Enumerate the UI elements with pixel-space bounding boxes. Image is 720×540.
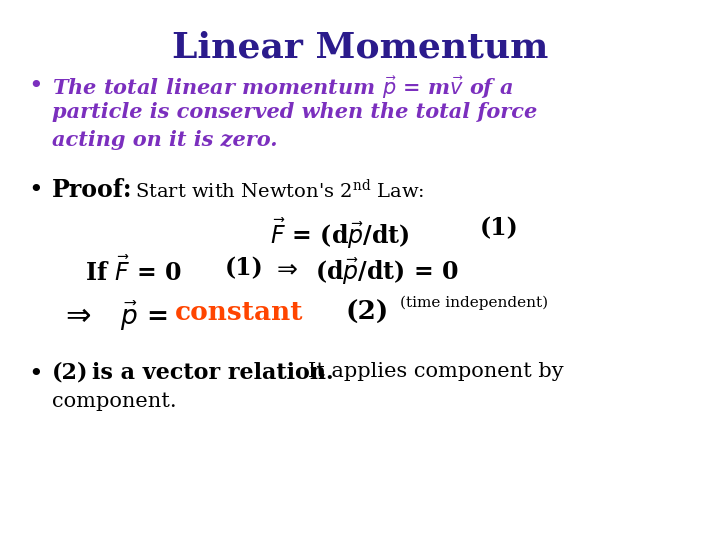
Text: (time independent): (time independent) — [400, 296, 548, 310]
Text: $\vec{F}$ = (d$\vec{p}$/dt): $\vec{F}$ = (d$\vec{p}$/dt) — [270, 216, 410, 251]
Text: (2): (2) — [52, 362, 89, 384]
Text: If $\vec{F}$ = 0: If $\vec{F}$ = 0 — [85, 256, 181, 286]
Text: Linear Momentum: Linear Momentum — [172, 30, 548, 64]
Text: $\Rightarrow$: $\Rightarrow$ — [272, 256, 299, 280]
Text: $\Rightarrow$: $\Rightarrow$ — [60, 300, 92, 331]
Text: The total linear momentum $\vec{p}$ = m$\vec{v}$ of a: The total linear momentum $\vec{p}$ = m$… — [52, 74, 513, 101]
Text: (2): (2) — [345, 300, 388, 325]
Text: Start with Newton's 2$^\mathregular{nd}$ Law:: Start with Newton's 2$^\mathregular{nd}$… — [135, 178, 424, 202]
Text: constant: constant — [175, 300, 304, 325]
Text: acting on it is zero.: acting on it is zero. — [52, 130, 277, 150]
Text: •: • — [28, 178, 42, 202]
Text: (1): (1) — [480, 216, 518, 240]
Text: Proof:: Proof: — [52, 178, 132, 202]
Text: (1): (1) — [225, 256, 264, 280]
Text: •: • — [28, 362, 42, 386]
Text: $\vec{p}$ =: $\vec{p}$ = — [120, 300, 167, 333]
Text: •: • — [28, 74, 42, 98]
Text: particle is conserved when the total force: particle is conserved when the total for… — [52, 102, 537, 122]
Text: (d$\vec{p}$/dt) = 0: (d$\vec{p}$/dt) = 0 — [315, 256, 459, 287]
Text: component.: component. — [52, 392, 176, 411]
Text: is a vector relation.: is a vector relation. — [92, 362, 333, 384]
Text: It applies component by: It applies component by — [308, 362, 564, 381]
